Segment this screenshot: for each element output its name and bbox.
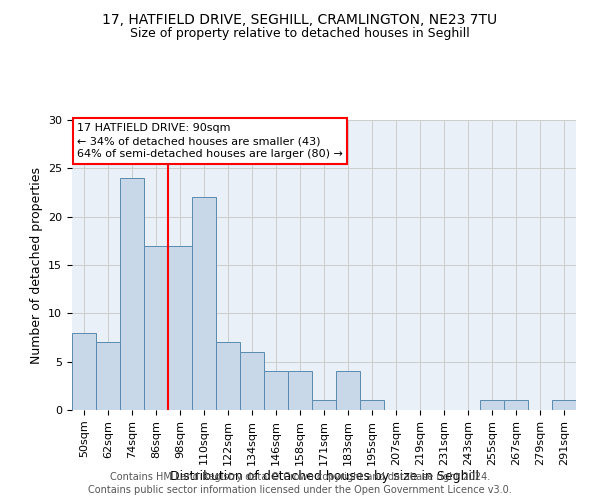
Text: Size of property relative to detached houses in Seghill: Size of property relative to detached ho… bbox=[130, 28, 470, 40]
Bar bbox=[480, 400, 504, 410]
Bar bbox=[144, 246, 168, 410]
Bar bbox=[552, 400, 576, 410]
Text: Contains HM Land Registry data © Crown copyright and database right 2024.: Contains HM Land Registry data © Crown c… bbox=[110, 472, 490, 482]
Bar bbox=[120, 178, 144, 410]
X-axis label: Distribution of detached houses by size in Seghill: Distribution of detached houses by size … bbox=[170, 470, 479, 484]
Text: Contains public sector information licensed under the Open Government Licence v3: Contains public sector information licen… bbox=[88, 485, 512, 495]
Bar bbox=[336, 372, 360, 410]
Text: 17 HATFIELD DRIVE: 90sqm
← 34% of detached houses are smaller (43)
64% of semi-d: 17 HATFIELD DRIVE: 90sqm ← 34% of detach… bbox=[77, 123, 343, 160]
Bar bbox=[72, 332, 96, 410]
Text: 17, HATFIELD DRIVE, SEGHILL, CRAMLINGTON, NE23 7TU: 17, HATFIELD DRIVE, SEGHILL, CRAMLINGTON… bbox=[103, 12, 497, 26]
Y-axis label: Number of detached properties: Number of detached properties bbox=[29, 166, 43, 364]
Bar bbox=[216, 342, 240, 410]
Bar bbox=[360, 400, 384, 410]
Bar bbox=[192, 198, 216, 410]
Bar bbox=[288, 372, 312, 410]
Bar bbox=[264, 372, 288, 410]
Bar bbox=[240, 352, 264, 410]
Bar bbox=[168, 246, 192, 410]
Bar bbox=[312, 400, 336, 410]
Bar bbox=[96, 342, 120, 410]
Bar bbox=[504, 400, 528, 410]
